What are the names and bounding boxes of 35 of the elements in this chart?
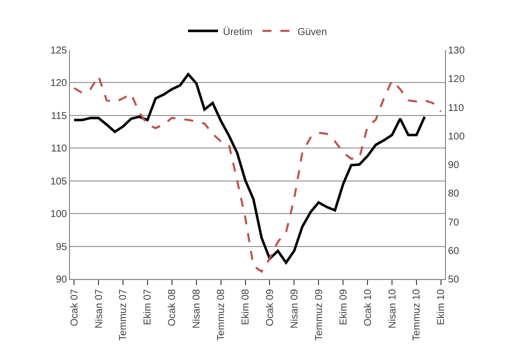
- y2-tick-label: 100: [448, 131, 466, 142]
- x-tick-label: Ocak 09: [264, 288, 276, 326]
- x-tick-label: Ocak 08: [167, 288, 178, 326]
- y2-tick-label: 90: [448, 160, 460, 171]
- x-tick-label: Nisan 10: [387, 288, 398, 328]
- x-tick-label: Temmuz 10: [412, 288, 423, 341]
- x-tick-label: Ekim 08: [240, 288, 252, 326]
- legend-label: Üretim: [223, 26, 252, 38]
- y2-tick-label: 70: [448, 217, 460, 228]
- y2-tick-label: 130: [448, 46, 466, 56]
- x-tick-label: Temmuz 07: [118, 288, 130, 341]
- x-tick-label: Temmuz 09: [314, 288, 325, 341]
- x-tick-label: Temmuz 08: [216, 288, 228, 341]
- x-tick-label: Nisan 08: [192, 288, 203, 328]
- y-tick-label: 100: [50, 209, 68, 220]
- y2-tick-label: 80: [448, 188, 460, 200]
- y-tick-label: 90: [56, 274, 68, 286]
- y-tick-label: 95: [56, 242, 68, 253]
- y-tick-label: 110: [51, 144, 68, 155]
- x-tick-label: Ekim 07: [142, 288, 154, 326]
- y2-tick-label: 60: [448, 246, 460, 257]
- x-tick-label: Nisan 07: [94, 288, 105, 328]
- y2-tick-label: 50: [448, 274, 460, 286]
- x-tick-label: Ocak 07: [69, 288, 80, 326]
- legend-label: Güven: [297, 26, 327, 38]
- y-tick-label: 125: [50, 46, 68, 56]
- x-tick-label: Nisan 09: [289, 288, 300, 328]
- y-tick-label: 105: [50, 176, 68, 188]
- x-tick-label: Ocak 10: [362, 288, 374, 326]
- x-tick-label: Ekim 09: [338, 288, 350, 326]
- y-tick-label: 115: [51, 110, 68, 122]
- y2-tick-label: 110: [448, 102, 464, 114]
- y2-tick-label: 120: [448, 74, 466, 86]
- x-tick-label: Ekim 10: [436, 288, 448, 326]
- y-tick-label: 120: [50, 78, 68, 90]
